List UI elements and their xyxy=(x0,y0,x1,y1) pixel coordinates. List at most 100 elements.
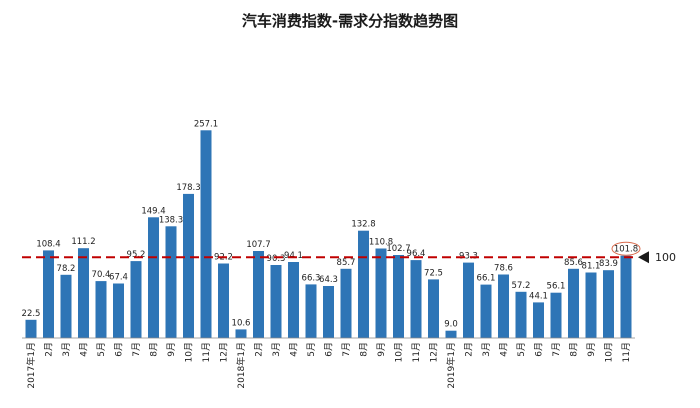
bar xyxy=(305,284,317,338)
x-tick-label: 10月 xyxy=(184,342,195,362)
data-label: 9.0 xyxy=(444,320,458,330)
bar xyxy=(200,130,212,338)
reference-marker-icon xyxy=(638,251,649,264)
data-label: 132.8 xyxy=(351,220,375,230)
bar xyxy=(375,248,387,338)
bar xyxy=(568,268,579,338)
x-tick-label: 10月 xyxy=(604,342,615,362)
bar xyxy=(60,274,72,338)
data-label: 257.1 xyxy=(194,119,218,129)
bar xyxy=(340,268,352,338)
bar xyxy=(165,226,177,338)
bar xyxy=(550,292,562,338)
x-tick-label: 5月 xyxy=(96,342,107,357)
x-tick-label: 4月 xyxy=(289,342,300,357)
x-tick-label: 8月 xyxy=(359,342,370,357)
bar xyxy=(445,330,457,338)
bar xyxy=(78,248,89,338)
bar xyxy=(43,250,54,338)
x-tick-label: 6月 xyxy=(534,342,545,357)
x-tick-label: 3月 xyxy=(61,342,72,357)
bar xyxy=(463,262,474,338)
data-label: 83.9 xyxy=(599,259,618,269)
data-label: 78.6 xyxy=(494,264,513,274)
bar xyxy=(515,291,527,338)
bar xyxy=(533,302,544,338)
bar xyxy=(25,319,37,338)
x-tick-label: 9月 xyxy=(586,342,597,357)
bar xyxy=(323,286,334,338)
highlight-circle xyxy=(611,241,641,256)
bar xyxy=(218,263,229,338)
chart-title: 汽车消费指数-需求分指数趋势图 xyxy=(241,12,459,30)
bar xyxy=(148,217,159,338)
bar xyxy=(603,270,614,338)
x-tick-label: 12月 xyxy=(429,342,440,362)
bar xyxy=(288,262,299,338)
x-tick-label: 4月 xyxy=(499,342,510,357)
bar xyxy=(235,329,247,338)
x-tick-label: 9月 xyxy=(166,342,177,357)
bar xyxy=(428,279,439,338)
x-tick-label: 7月 xyxy=(131,342,142,357)
data-label: 96.4 xyxy=(407,249,426,259)
x-tick-labels-group: 2017年1月 2月 3月 4月 5月 6月 7月 8月 9月 10月 11月 12月 2018年1月 2… xyxy=(25,342,632,389)
x-tick-label: 3月 xyxy=(481,342,492,357)
x-tick-label: 6月 xyxy=(114,342,125,357)
data-label: 102.7 xyxy=(386,244,410,254)
data-label: 44.1 xyxy=(529,291,548,301)
data-label: 78.2 xyxy=(57,264,76,274)
x-tick-label: 11月 xyxy=(201,342,212,362)
x-tick-label: 11月 xyxy=(411,342,422,362)
data-label: 107.7 xyxy=(246,240,270,250)
data-label: 90.3 xyxy=(267,254,286,264)
bar xyxy=(130,261,142,338)
x-tick-label: 2019年1月 xyxy=(445,342,457,389)
data-label: 95.2 xyxy=(127,250,146,260)
x-tick-label: 4月 xyxy=(79,342,90,357)
data-label: 81.1 xyxy=(582,262,601,272)
x-tick-label: 2017年1月 xyxy=(25,342,37,389)
data-label: 108.4 xyxy=(36,239,60,249)
x-tick-label: 3月 xyxy=(271,342,282,357)
bar xyxy=(183,193,194,338)
bar xyxy=(620,255,632,338)
data-label: 149.4 xyxy=(141,206,165,216)
x-tick-label: 2月 xyxy=(254,342,265,357)
bar xyxy=(480,284,492,338)
x-tick-label: 2018年1月 xyxy=(235,342,247,389)
data-label: 138.3 xyxy=(159,215,183,225)
x-tick-label: 8月 xyxy=(569,342,580,357)
bar xyxy=(585,272,597,338)
data-label: 72.5 xyxy=(424,268,443,278)
data-label: 56.1 xyxy=(547,282,566,292)
data-label: 110.8 xyxy=(369,238,393,248)
bar xyxy=(270,265,282,338)
data-label: 67.4 xyxy=(109,273,128,283)
bars-group xyxy=(25,130,632,338)
bar xyxy=(358,230,369,338)
data-label: 66.3 xyxy=(302,273,321,283)
data-label: 178.3 xyxy=(176,183,200,193)
x-tick-label: 11月 xyxy=(621,342,632,362)
data-label: 57.2 xyxy=(512,281,531,291)
x-tick-label: 2月 xyxy=(464,342,475,357)
data-label: 101.8 xyxy=(614,245,638,255)
data-label: 85.6 xyxy=(564,258,583,268)
reference-line-label: 100 xyxy=(655,251,676,264)
data-label: 10.6 xyxy=(232,318,251,328)
x-tick-label: 6月 xyxy=(324,342,335,357)
data-label: 66.1 xyxy=(477,274,496,284)
bar xyxy=(113,283,124,338)
x-tick-label: 10月 xyxy=(394,342,405,362)
reference-line-group: 100 xyxy=(22,251,676,339)
x-tick-label: 7月 xyxy=(341,342,352,357)
data-label: 64.3 xyxy=(319,275,338,285)
bar xyxy=(253,251,264,338)
x-tick-label: 9月 xyxy=(376,342,387,357)
bar xyxy=(95,281,107,338)
data-label: 70.4 xyxy=(92,270,111,280)
x-tick-label: 5月 xyxy=(306,342,317,357)
x-tick-label: 12月 xyxy=(219,342,230,362)
